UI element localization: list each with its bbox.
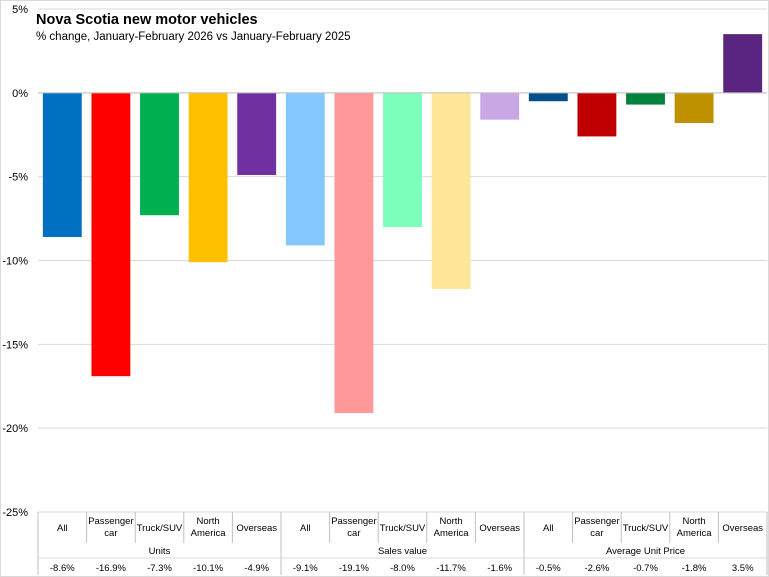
category-label: North America (434, 516, 470, 539)
category-label: All (300, 523, 311, 534)
category-label: Truck/SUV (137, 523, 183, 534)
value-label: -1.6% (487, 563, 512, 574)
group-label: Average Unit Price (606, 546, 685, 557)
bar (674, 92, 714, 124)
chart-subtitle: % change, January-February 2026 vs Janua… (36, 31, 351, 43)
value-label: -4.9% (244, 563, 269, 574)
value-label: -7.3% (147, 563, 172, 574)
value-label: -19.1% (339, 563, 370, 574)
value-label: -8.6% (50, 563, 75, 574)
bar (285, 92, 325, 246)
y-tick-label: 5% (12, 4, 28, 16)
category-label: Passenger car (574, 516, 619, 539)
category-label: North America (677, 516, 713, 539)
bar (334, 92, 374, 414)
bar (237, 92, 277, 175)
bar (480, 92, 520, 120)
category-label: Overseas (236, 523, 277, 534)
value-label: -11.7% (436, 563, 466, 574)
category-label: All (543, 523, 554, 534)
category-label: Overseas (479, 523, 520, 534)
bar (383, 92, 422, 227)
category-label: Passenger car (331, 516, 376, 539)
value-label: -0.5% (536, 563, 561, 574)
y-tick-label: -5% (8, 172, 28, 184)
bar (140, 92, 179, 216)
value-label: -10.1% (193, 563, 224, 574)
value-label: -8.0% (390, 563, 415, 574)
y-tick-label: -10% (2, 256, 28, 268)
bar (188, 92, 228, 263)
bar (577, 92, 617, 137)
y-tick-label: -15% (2, 339, 28, 351)
group-label: Units (149, 546, 171, 557)
chart-title: Nova Scotia new motor vehicles (36, 12, 258, 28)
bar (91, 92, 131, 377)
value-label: -0.7% (633, 563, 658, 574)
bar (723, 34, 763, 93)
category-label: Passenger car (88, 516, 133, 539)
category-label: North America (191, 516, 227, 539)
value-label: -16.9% (96, 563, 127, 574)
bar (528, 92, 568, 102)
value-label: -2.6% (584, 563, 609, 574)
value-label: 3.5% (732, 563, 754, 574)
category-label: Truck/SUV (380, 523, 426, 534)
bar (42, 92, 82, 238)
y-tick-label: -25% (2, 507, 28, 519)
category-label: All (57, 523, 68, 534)
value-label: -9.1% (293, 563, 318, 574)
value-label: -1.8% (682, 563, 707, 574)
category-label: Overseas (722, 523, 763, 534)
category-label: Truck/SUV (623, 523, 669, 534)
y-tick-label: 0% (12, 88, 28, 100)
bar (431, 92, 471, 290)
group-label: Sales value (378, 546, 427, 557)
y-tick-label: -20% (2, 423, 28, 435)
bar (626, 92, 665, 105)
